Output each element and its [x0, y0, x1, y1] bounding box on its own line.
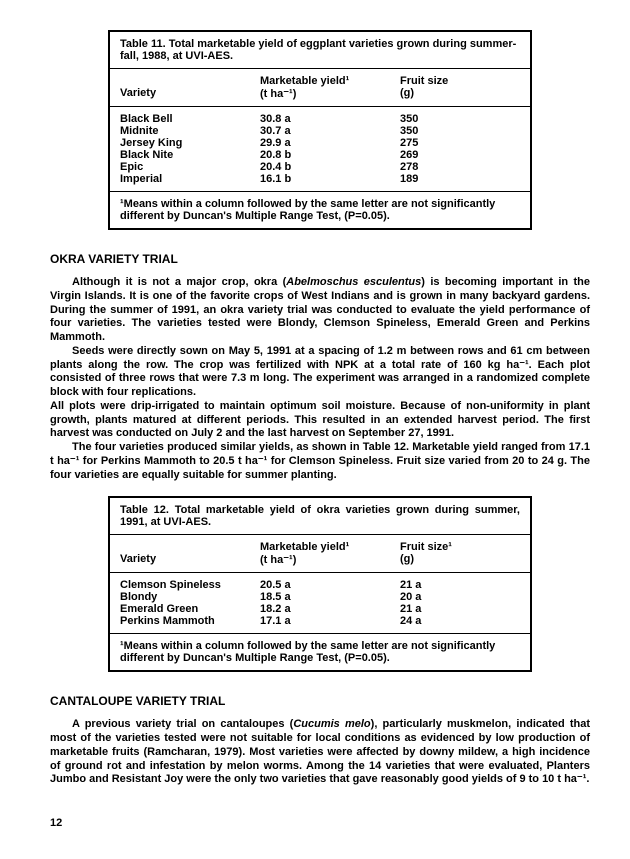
table-12: Table 12. Total marketable yield of okra…	[108, 496, 532, 672]
cell-yield: 18.2 a	[260, 603, 400, 615]
okra-para-2: Seeds were directly sown on May 5, 1991 …	[50, 345, 590, 400]
table-12-body: Clemson Spineless20.5 a21 a Blondy18.5 a…	[110, 573, 530, 634]
col-variety: Variety	[120, 87, 260, 100]
cell-size: 269	[400, 149, 520, 161]
table-row: Clemson Spineless20.5 a21 a	[120, 579, 520, 591]
table-12-title: Table 12. Total marketable yield of okra…	[110, 498, 530, 535]
cell-size: 278	[400, 161, 520, 173]
col-yield-bot: (t ha⁻¹)	[260, 87, 400, 100]
col-yield-top: Marketable yield¹	[260, 75, 400, 87]
cell-variety: Blondy	[120, 591, 260, 603]
cell-size: 21 a	[400, 579, 520, 591]
cell-variety: Perkins Mammoth	[120, 615, 260, 627]
cell-variety: Black Nite	[120, 149, 260, 161]
table-11-footnote: ¹Means within a column followed by the s…	[110, 192, 530, 228]
cell-yield: 16.1 b	[260, 173, 400, 185]
cell-variety: Clemson Spineless	[120, 579, 260, 591]
table-row: Emerald Green18.2 a21 a	[120, 603, 520, 615]
table-row: Jersey King29.9 a275	[120, 137, 520, 149]
cell-yield: 20.8 b	[260, 149, 400, 161]
table-row: Blondy18.5 a20 a	[120, 591, 520, 603]
table-row: Imperial16.1 b189	[120, 173, 520, 185]
cell-yield: 30.8 a	[260, 113, 400, 125]
table-row: Midnite30.7 a350	[120, 125, 520, 137]
table-11-title: Table 11. Total marketable yield of eggp…	[110, 32, 530, 69]
cell-variety: Epic	[120, 161, 260, 173]
cell-size: 20 a	[400, 591, 520, 603]
table-row: Black Bell30.8 a350	[120, 113, 520, 125]
table-row: Perkins Mammoth17.1 a24 a	[120, 615, 520, 627]
col-size-bot: (g)	[400, 87, 520, 100]
species-name: Cucumis melo	[293, 718, 370, 730]
cell-yield: 29.9 a	[260, 137, 400, 149]
table-row: Black Nite20.8 b269	[120, 149, 520, 161]
cell-size: 350	[400, 113, 520, 125]
cantaloupe-heading: CANTALOUPE VARIETY TRIAL	[50, 694, 590, 708]
col-size-top: Fruit size	[400, 75, 520, 87]
cantaloupe-para-1: A previous variety trial on cantaloupes …	[50, 718, 590, 787]
col-size-top: Fruit size¹	[400, 541, 520, 553]
table-11-body: Black Bell30.8 a350 Midnite30.7 a350 Jer…	[110, 107, 530, 192]
cell-variety: Jersey King	[120, 137, 260, 149]
cell-yield: 17.1 a	[260, 615, 400, 627]
cell-size: 350	[400, 125, 520, 137]
col-variety: Variety	[120, 553, 260, 566]
okra-heading: OKRA VARIETY TRIAL	[50, 252, 590, 266]
cell-variety: Emerald Green	[120, 603, 260, 615]
cell-size: 189	[400, 173, 520, 185]
cell-size: 21 a	[400, 603, 520, 615]
cell-yield: 20.4 b	[260, 161, 400, 173]
cell-size: 24 a	[400, 615, 520, 627]
text: Although it is not a major crop, okra (	[72, 276, 286, 288]
cell-variety: Black Bell	[120, 113, 260, 125]
okra-para-3: All plots were drip-irrigated to maintai…	[50, 400, 590, 441]
cell-yield: 30.7 a	[260, 125, 400, 137]
text: A previous variety trial on cantaloupes …	[72, 718, 293, 730]
okra-para-4: The four varieties produced similar yiel…	[50, 441, 590, 482]
col-yield-bot: (t ha⁻¹)	[260, 553, 400, 566]
table-row: Epic20.4 b278	[120, 161, 520, 173]
cell-size: 275	[400, 137, 520, 149]
table-11-header: Marketable yield¹ Fruit size Variety (t …	[110, 69, 530, 107]
col-yield-top: Marketable yield¹	[260, 541, 400, 553]
cell-yield: 20.5 a	[260, 579, 400, 591]
page-number: 12	[50, 817, 590, 829]
table-11: Table 11. Total marketable yield of eggp…	[108, 30, 532, 230]
cell-yield: 18.5 a	[260, 591, 400, 603]
cell-variety: Imperial	[120, 173, 260, 185]
cell-variety: Midnite	[120, 125, 260, 137]
okra-para-1: Although it is not a major crop, okra (A…	[50, 276, 590, 345]
table-12-header: Marketable yield¹ Fruit size¹ Variety (t…	[110, 535, 530, 573]
species-name: Abelmoschus esculentus	[286, 276, 421, 288]
table-12-footnote: ¹Means within a column followed by the s…	[110, 634, 530, 670]
col-size-bot: (g)	[400, 553, 520, 566]
